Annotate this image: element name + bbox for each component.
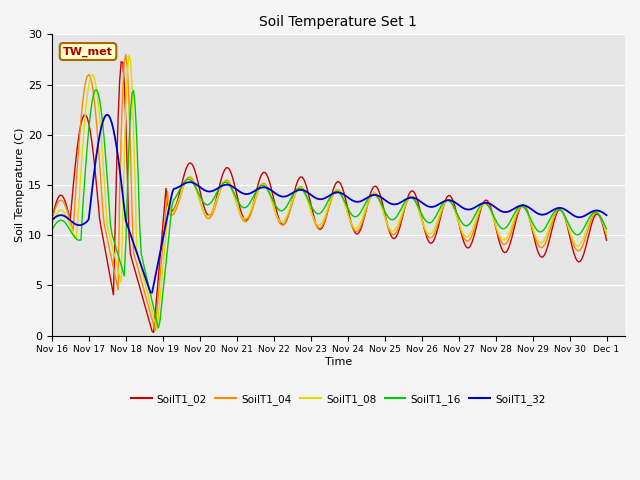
SoilT1_04 [575,248,582,254]
SoilT1_32 [117,179,125,184]
Legend: SoilT1_02, SoilT1_04, SoilT1_08, SoilT1_16, SoilT1_32: SoilT1_02, SoilT1_04, SoilT1_08, SoilT1_… [127,390,550,409]
SoilT1_02 [294,179,301,185]
SoilT1_08 [116,273,124,279]
SoilT1_16 [575,232,582,238]
SoilT1_08 [125,52,132,58]
SoilT1_32 [216,184,224,190]
SoilT1_16 [48,228,56,233]
SoilT1_02 [117,59,125,65]
SoilT1_08 [235,207,243,213]
Line: SoilT1_32: SoilT1_32 [52,115,607,293]
SoilT1_32 [575,215,582,220]
SoilT1_02 [575,259,582,265]
SoilT1_08 [575,243,582,249]
SoilT1_32 [235,188,243,194]
SoilT1_32 [603,212,611,218]
SoilT1_04 [216,188,224,194]
SoilT1_04 [122,52,130,58]
SoilT1_16 [154,325,162,331]
SoilT1_04 [294,187,301,192]
SoilT1_32 [48,217,56,223]
SoilT1_32 [244,191,252,197]
SoilT1_32 [294,188,301,193]
Line: SoilT1_16: SoilT1_16 [52,90,607,328]
SoilT1_08 [153,326,161,332]
Y-axis label: Soil Temperature (C): Soil Temperature (C) [15,128,25,242]
SoilT1_04 [48,217,56,223]
Text: TW_met: TW_met [63,47,113,57]
SoilT1_02 [216,180,224,186]
Line: SoilT1_04: SoilT1_04 [52,55,607,331]
SoilT1_02 [150,330,157,336]
SoilT1_08 [294,186,301,192]
SoilT1_16 [216,184,224,190]
SoilT1_02 [244,216,252,222]
SoilT1_16 [235,200,243,205]
SoilT1_02 [48,217,56,223]
SoilT1_32 [147,290,154,296]
SoilT1_02 [116,78,124,84]
SoilT1_16 [117,263,125,268]
SoilT1_08 [244,214,252,219]
SoilT1_16 [603,226,611,232]
Line: SoilT1_02: SoilT1_02 [52,62,607,333]
SoilT1_08 [216,187,224,192]
SoilT1_04 [244,217,252,223]
SoilT1_02 [235,200,243,205]
SoilT1_16 [93,87,100,93]
SoilT1_08 [48,222,56,228]
SoilT1_32 [104,112,111,118]
X-axis label: Time: Time [324,357,352,367]
SoilT1_16 [294,186,301,192]
SoilT1_02 [603,238,611,243]
SoilT1_04 [151,328,159,334]
SoilT1_16 [244,203,252,208]
SoilT1_04 [603,232,611,238]
SoilT1_04 [116,189,124,195]
SoilT1_08 [603,231,611,237]
SoilT1_04 [235,207,243,213]
Line: SoilT1_08: SoilT1_08 [52,55,607,329]
Title: Soil Temperature Set 1: Soil Temperature Set 1 [259,15,417,29]
